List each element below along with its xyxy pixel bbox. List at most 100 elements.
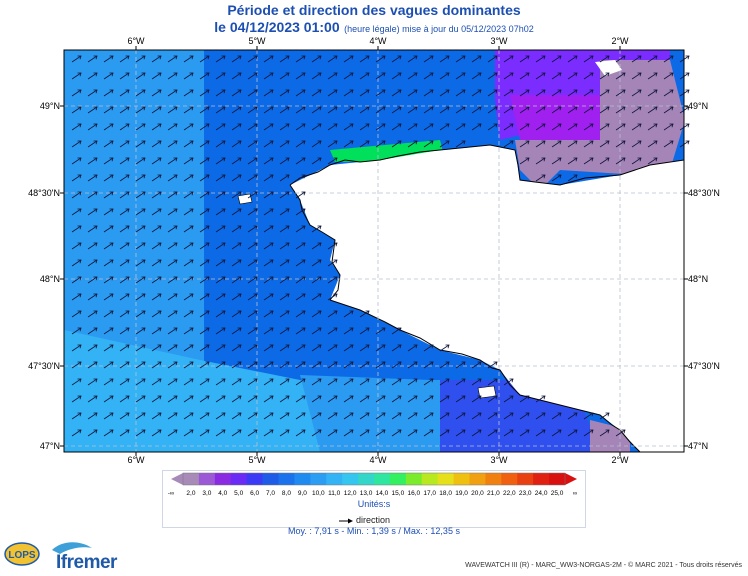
- direction-arrowhead: [365, 378, 370, 383]
- direction-arrowhead: [237, 106, 242, 111]
- direction-arrow: [295, 429, 306, 437]
- direction-arrowhead: [109, 395, 114, 400]
- direction-arrow: [199, 429, 210, 437]
- direction-arrow: [519, 429, 530, 437]
- direction-arrow: [231, 89, 242, 97]
- direction-arrowhead: [157, 429, 162, 434]
- direction-arrow: [135, 361, 146, 369]
- direction-arrow: [487, 395, 498, 403]
- direction-arrowhead: [333, 412, 338, 417]
- direction-arrowhead: [253, 140, 258, 145]
- direction-arrow: [71, 55, 82, 63]
- direction-arrow: [231, 106, 242, 114]
- direction-arrow: [583, 123, 594, 131]
- direction-arrow: [535, 412, 546, 420]
- direction-arrowhead: [685, 72, 690, 77]
- direction-arrowhead: [141, 395, 146, 400]
- direction-arrow: [471, 89, 482, 97]
- direction-arrow: [295, 361, 306, 369]
- direction-arrow: [151, 123, 162, 131]
- latitude-label: 48°N: [40, 274, 60, 284]
- direction-arrowhead: [205, 412, 210, 417]
- direction-arrow: [279, 259, 290, 267]
- direction-arrow: [535, 89, 546, 97]
- direction-arrow: [183, 225, 194, 233]
- direction-arrow: [167, 429, 178, 437]
- direction-arrow: [663, 140, 674, 148]
- legend-swatch: [517, 473, 534, 485]
- direction-arrowhead: [189, 429, 194, 434]
- direction-arrow: [631, 123, 642, 131]
- direction-arrowhead: [125, 412, 130, 417]
- direction-arrow: [199, 412, 210, 420]
- direction-arrow: [87, 361, 98, 369]
- direction-arrow: [471, 412, 482, 420]
- direction-arrow: [279, 225, 290, 233]
- direction-arrow: [279, 378, 290, 386]
- direction-arrow: [423, 72, 434, 80]
- direction-arrow: [103, 395, 114, 403]
- direction-arrow: [71, 327, 82, 335]
- direction-arrow: [279, 123, 290, 131]
- direction-arrow: [199, 89, 210, 97]
- direction-arrowhead: [381, 344, 386, 349]
- direction-arrowhead: [381, 123, 386, 128]
- direction-arrowhead: [93, 310, 98, 315]
- direction-arrowhead: [157, 276, 162, 281]
- direction-arrow: [87, 395, 98, 403]
- direction-arrowhead: [637, 55, 642, 60]
- direction-arrow: [199, 293, 210, 301]
- direction-arrow: [551, 123, 562, 131]
- direction-arrowhead: [365, 310, 370, 315]
- direction-arrow: [231, 259, 242, 267]
- direction-arrow: [215, 259, 226, 267]
- direction-arrow: [631, 72, 642, 80]
- direction-arrowhead: [445, 140, 450, 145]
- direction-arrow: [167, 225, 178, 233]
- direction-arrowhead: [365, 327, 370, 332]
- direction-arrowhead: [301, 242, 306, 247]
- direction-arrow: [343, 395, 354, 403]
- direction-arrowhead: [301, 344, 306, 349]
- direction-arrow: [439, 106, 450, 114]
- direction-arrowhead: [93, 412, 98, 417]
- direction-arrowhead: [285, 208, 290, 213]
- direction-arrowhead: [253, 242, 258, 247]
- direction-arrowhead: [301, 123, 306, 128]
- direction-arrow: [615, 55, 626, 63]
- direction-arrowhead: [509, 429, 514, 434]
- direction-arrowhead: [77, 395, 82, 400]
- direction-arrowhead: [157, 259, 162, 264]
- direction-arrow: [279, 242, 290, 250]
- direction-arrowhead: [205, 72, 210, 77]
- direction-arrow: [375, 361, 386, 369]
- direction-arrowhead: [477, 378, 482, 383]
- direction-arrow: [103, 259, 114, 267]
- direction-arrow: [599, 140, 610, 148]
- direction-arrowhead: [365, 140, 370, 145]
- direction-arrowhead: [141, 208, 146, 213]
- direction-arrow: [183, 429, 194, 437]
- direction-arrowhead: [493, 89, 498, 94]
- direction-arrow: [71, 157, 82, 165]
- direction-arrow: [663, 89, 674, 97]
- direction-arrow: [215, 140, 226, 148]
- direction-arrow: [519, 89, 530, 97]
- direction-arrow: [183, 123, 194, 131]
- direction-arrowhead: [269, 157, 274, 162]
- direction-arrow: [135, 276, 146, 284]
- direction-arrowhead: [205, 55, 210, 60]
- direction-arrow: [375, 378, 386, 386]
- direction-arrow: [279, 55, 290, 63]
- direction-arrow: [503, 106, 514, 114]
- direction-arrowhead: [189, 242, 194, 247]
- legend-tick-label: 12,0: [344, 490, 357, 497]
- direction-arrowhead: [477, 123, 482, 128]
- direction-arrow: [423, 344, 434, 352]
- direction-arrowhead: [557, 55, 562, 60]
- direction-arrowhead: [141, 310, 146, 315]
- direction-arrow: [71, 293, 82, 301]
- legend-more-label: ∞: [573, 491, 577, 497]
- direction-arrowhead: [285, 361, 290, 366]
- direction-arrow: [423, 412, 434, 420]
